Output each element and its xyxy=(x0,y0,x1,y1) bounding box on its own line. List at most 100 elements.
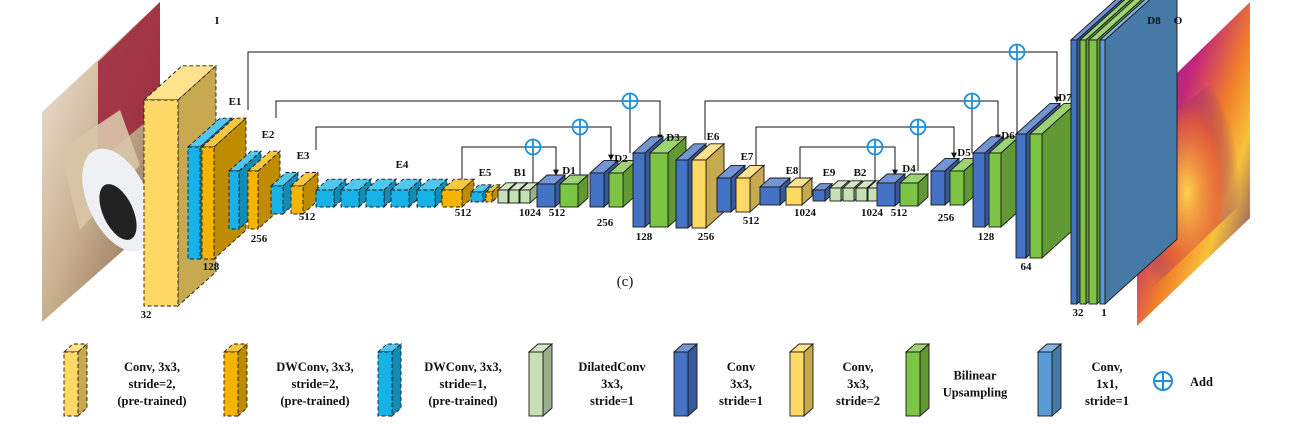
figure-caption: (c) xyxy=(617,274,634,290)
legend-text: DWConv, 3x3, xyxy=(424,360,501,374)
channel-c64: 64 xyxy=(1021,261,1033,273)
channel-c512d: 512 xyxy=(743,215,760,227)
label-E8: E8 xyxy=(786,165,799,177)
legend-text: stride=1 xyxy=(719,394,763,408)
legend-text: Conv, xyxy=(1092,360,1123,374)
channel-c1: 1 xyxy=(1101,307,1107,319)
channel-c32a: 32 xyxy=(141,309,153,321)
block-O xyxy=(1098,0,1178,306)
block-I xyxy=(142,64,218,308)
block-D6-up xyxy=(987,135,1021,229)
label-D8: D8 xyxy=(1147,15,1161,27)
label-E6: E6 xyxy=(707,131,720,143)
label-E2: E2 xyxy=(262,129,275,141)
legend-text: stride=2, xyxy=(291,377,338,391)
channel-c1024a: 1024 xyxy=(519,207,542,219)
block-E4-4 xyxy=(389,178,423,209)
label-E7: E7 xyxy=(741,151,754,163)
block-B1-3 xyxy=(518,181,540,205)
network-blocks xyxy=(142,0,1178,308)
block-D1-up xyxy=(558,173,590,209)
legend-item: Bilinear Upsampling xyxy=(904,342,1008,418)
block-labels: I E1 E2 E3 E4 E5 B1 D1 D2 D3 E6 E7 E8 E9 B2 D4 D5 D6 D7 D8 O… xyxy=(141,15,1183,321)
legend-item: Conv 3x3, stride=1 xyxy=(672,342,763,418)
add-symbol xyxy=(621,92,639,110)
skip-E8-D4 xyxy=(799,146,898,180)
channel-c256a: 256 xyxy=(251,233,268,245)
block-D5-up xyxy=(948,157,980,207)
add-symbol xyxy=(909,118,927,136)
label-E5: E5 xyxy=(479,167,492,179)
skip-I-D7 xyxy=(247,51,1060,110)
channel-c128c: 128 xyxy=(978,231,995,243)
legend-text: 3x3, xyxy=(730,377,752,391)
label-O: O xyxy=(1174,15,1183,27)
channel-c1024c: 1024 xyxy=(861,207,884,219)
conv3x3-s2-icon xyxy=(788,342,815,418)
add-symbol xyxy=(524,138,542,156)
block-E4-5 xyxy=(415,178,449,209)
legend-text: stride=2 xyxy=(836,394,880,408)
block-D2-up xyxy=(607,159,639,209)
legend-item: Conv, 3x3, stride=2, (pre-trained) xyxy=(62,342,187,418)
channel-c512e: 512 xyxy=(891,207,908,219)
conv1x1-icon xyxy=(1036,342,1063,418)
legend-text: DWConv, 3x3, xyxy=(276,360,353,374)
legend-text: Add xyxy=(1190,375,1213,389)
label-D1: D1 xyxy=(562,165,575,177)
label-D4: D4 xyxy=(902,163,916,175)
add-icon xyxy=(1153,371,1173,391)
legend-text: (pre-trained) xyxy=(280,394,349,408)
block-E3-dw-s2 xyxy=(289,171,320,216)
legend-item: Add xyxy=(1153,371,1213,391)
label-E9: E9 xyxy=(823,167,836,179)
legend-text: 1x1, xyxy=(1096,377,1118,391)
label-I: I xyxy=(215,15,219,27)
add-symbol xyxy=(866,138,884,156)
legend-text: Conv, xyxy=(843,360,874,374)
legend-item: DWConv, 3x3, stride=2, (pre-trained) xyxy=(222,342,354,418)
skip-E7-D5 xyxy=(755,126,957,165)
block-E8-s2 xyxy=(784,176,814,207)
block-E9 xyxy=(811,182,834,203)
legend-text: stride=1 xyxy=(1085,394,1129,408)
legend-text: stride=1 xyxy=(590,394,634,408)
channel-c512b: 512 xyxy=(455,207,472,219)
dilated-conv-icon xyxy=(527,342,554,418)
legend-text: 3x3, xyxy=(601,377,623,391)
add-symbol xyxy=(1008,43,1026,61)
label-D3: D3 xyxy=(666,132,680,144)
skip-E2-D2 xyxy=(315,126,614,161)
legend: Conv, 3x3,stride=2,(pre-trained)DWConv, … xyxy=(62,342,1213,418)
legend-item: DWConv, 3x3, stride=1, (pre-trained) xyxy=(376,342,502,418)
legend-text: Conv, 3x3, xyxy=(124,360,180,374)
conv3x3-s1-icon xyxy=(672,342,699,418)
input-image xyxy=(42,2,160,322)
block-E4-dw-s2 xyxy=(440,178,476,209)
channel-c256b: 256 xyxy=(597,217,614,229)
label-D6: D6 xyxy=(1001,130,1015,142)
legend-item: DilatedConv 3x3, stride=1 xyxy=(527,342,646,418)
legend-text: Bilinear xyxy=(953,369,997,383)
label-B2: B2 xyxy=(854,167,867,179)
channel-c1024b: 1024 xyxy=(794,207,817,219)
block-D7-up xyxy=(1028,102,1078,260)
legend-text: stride=1, xyxy=(439,377,486,391)
dwconv-s1-icon xyxy=(376,342,403,418)
label-D2: D2 xyxy=(614,153,628,165)
label-B1: B1 xyxy=(514,167,527,179)
block-E8-conv xyxy=(758,176,792,207)
legend-text: (pre-trained) xyxy=(117,394,186,408)
block-E6-s2 xyxy=(690,142,726,230)
channel-c512c: 512 xyxy=(549,207,566,219)
skip-E6-D6 xyxy=(704,100,1001,141)
legend-text: Upsampling xyxy=(943,386,1008,400)
label-D5: D5 xyxy=(957,147,971,159)
add-symbol xyxy=(571,118,589,136)
legend-text: DilatedConv xyxy=(578,360,646,374)
label-D7: D7 xyxy=(1058,92,1072,104)
legend-text: 3x3, xyxy=(847,377,869,391)
legend-text: Conv xyxy=(727,360,756,374)
block-E4-1 xyxy=(314,178,348,209)
